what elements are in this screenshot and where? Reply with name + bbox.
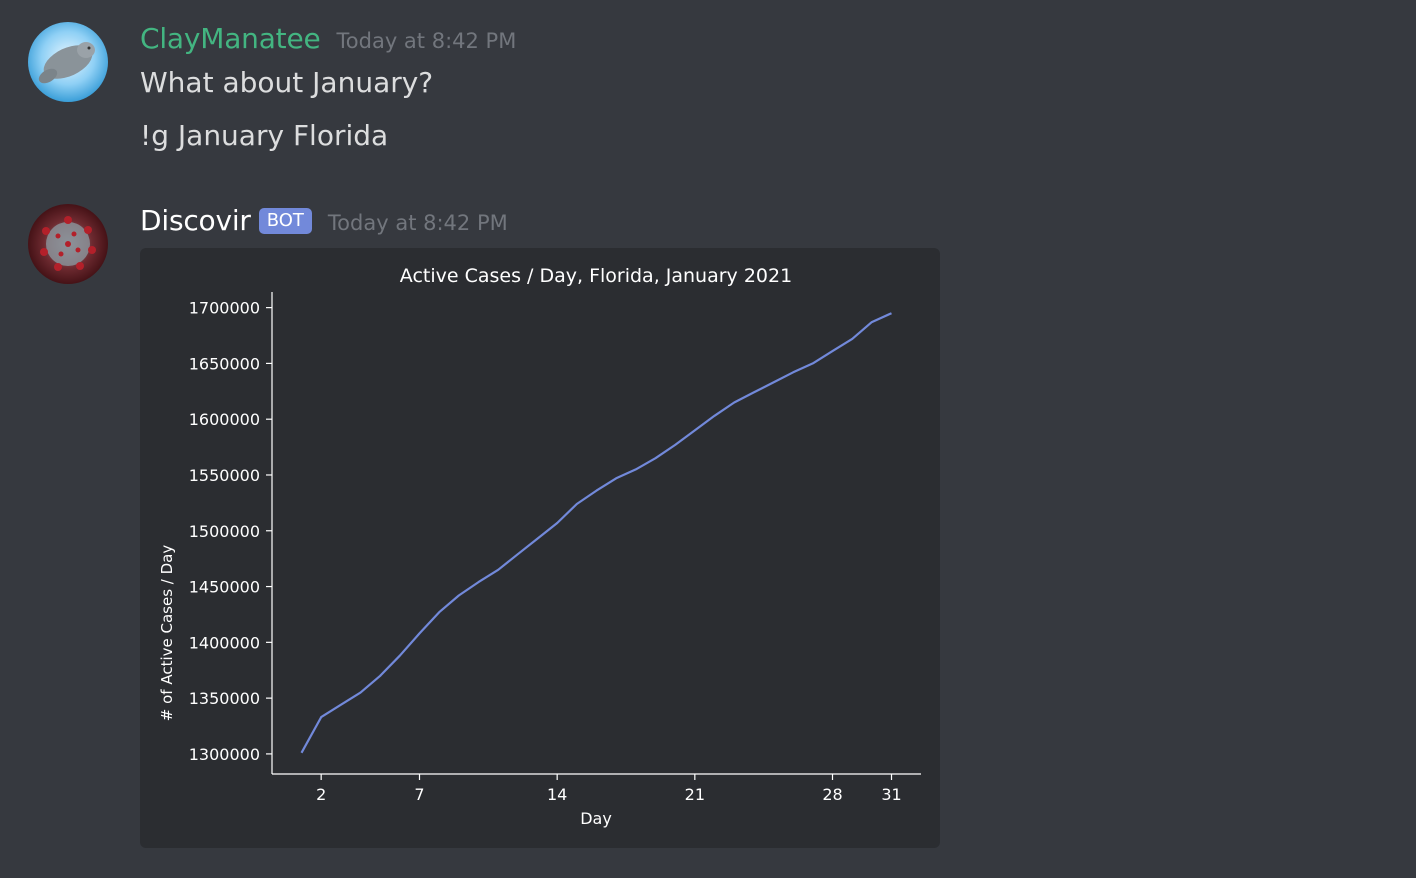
message-header: Discovir BOT Today at 8:42 PM bbox=[140, 204, 508, 238]
x-axis-label: Day bbox=[580, 809, 612, 828]
x-tick-label: 14 bbox=[547, 785, 567, 804]
y-tick-label: 1700000 bbox=[189, 299, 260, 318]
username[interactable]: ClayManatee bbox=[140, 22, 321, 55]
x-tick-label: 7 bbox=[414, 785, 424, 804]
bot-badge: BOT bbox=[258, 208, 312, 234]
y-tick-label: 1650000 bbox=[189, 354, 260, 373]
timestamp[interactable]: Today at 8:42 PM bbox=[327, 211, 508, 235]
y-tick-label: 1550000 bbox=[189, 466, 260, 485]
coronavirus-avatar-icon bbox=[28, 204, 108, 284]
x-tick-label: 2 bbox=[316, 785, 326, 804]
y-tick-label: 1600000 bbox=[189, 410, 260, 429]
y-tick-label: 1400000 bbox=[189, 633, 260, 652]
message-text: What about January? bbox=[140, 66, 434, 99]
y-tick-label: 1500000 bbox=[189, 522, 260, 541]
y-tick-label: 1350000 bbox=[189, 689, 260, 708]
line-chart: Active Cases / Day, Florida, January 202… bbox=[158, 265, 921, 828]
chart-title: Active Cases / Day, Florida, January 202… bbox=[400, 265, 792, 287]
message-header: ClayManatee Today at 8:42 PM bbox=[140, 22, 516, 55]
manatee-avatar-icon bbox=[28, 22, 108, 102]
series-line bbox=[300, 312, 892, 754]
y-axis-label: # of Active Cases / Day bbox=[158, 545, 176, 722]
x-tick-label: 21 bbox=[685, 785, 705, 804]
username[interactable]: Discovir bbox=[140, 204, 251, 237]
y-tick-label: 1450000 bbox=[189, 578, 260, 597]
chart-image-embed[interactable]: Active Cases / Day, Florida, January 202… bbox=[140, 248, 940, 848]
bot-avatar[interactable] bbox=[28, 204, 108, 284]
y-tick-label: 1300000 bbox=[189, 745, 260, 764]
message-text: !g January Florida bbox=[140, 119, 389, 152]
timestamp[interactable]: Today at 8:42 PM bbox=[336, 29, 517, 53]
x-tick-label: 28 bbox=[822, 785, 842, 804]
user-avatar[interactable] bbox=[28, 22, 108, 102]
x-tick-label: 31 bbox=[881, 785, 901, 804]
